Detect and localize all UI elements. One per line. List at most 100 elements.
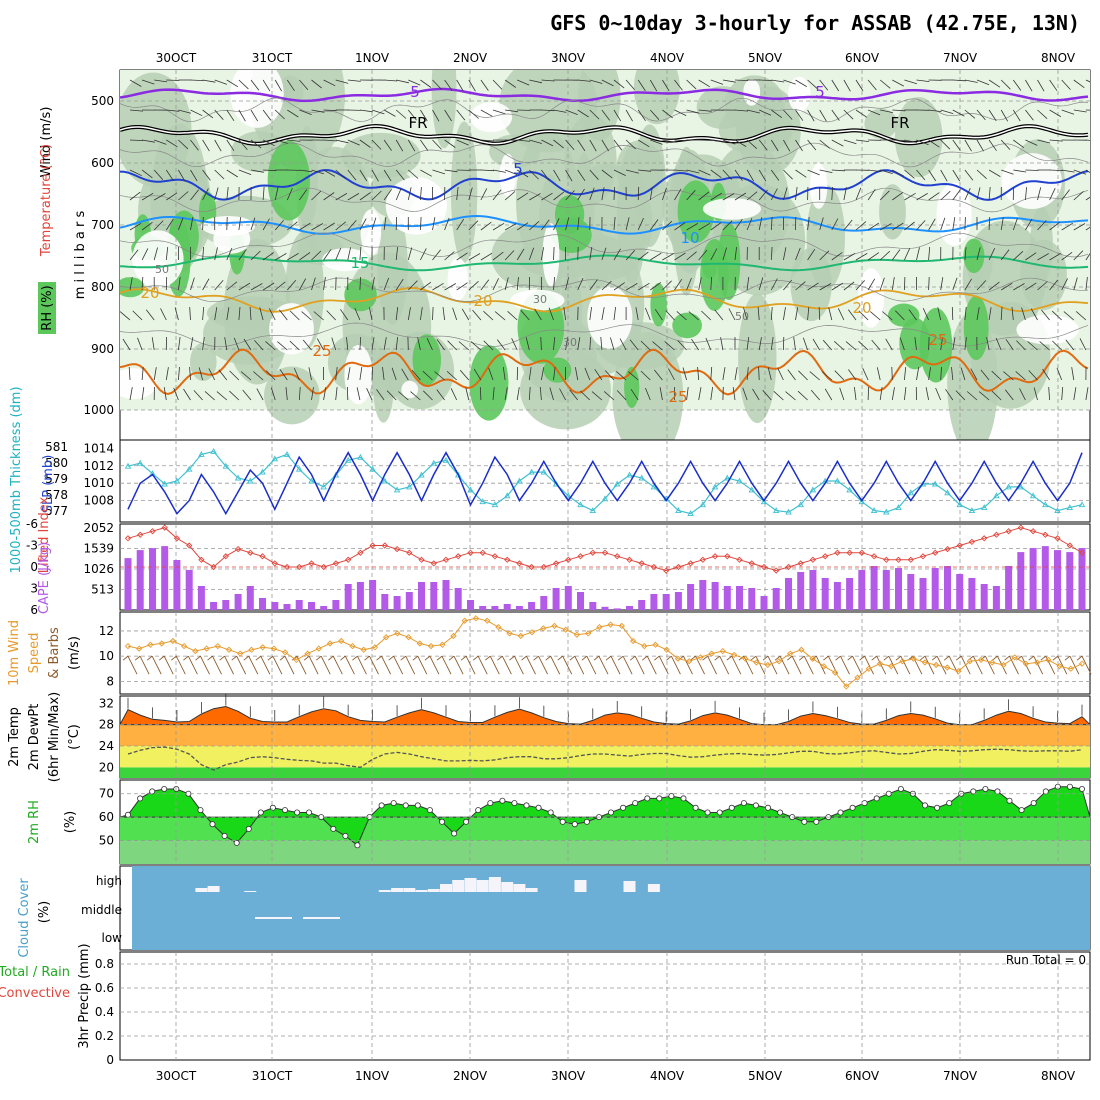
wind10-point xyxy=(225,646,233,653)
top-day-label: 1NOV xyxy=(355,51,390,65)
upper-barb xyxy=(323,139,337,142)
thickness-point xyxy=(381,477,389,484)
upper-barb xyxy=(444,139,456,148)
wind10-barb xyxy=(634,655,645,675)
upper-barb xyxy=(528,367,532,381)
rh2m-point xyxy=(511,800,518,807)
upper-barb xyxy=(432,306,434,321)
upper-barb xyxy=(625,217,630,231)
upper-barb xyxy=(465,387,470,401)
tick-label: 1000 xyxy=(83,403,114,417)
rh-shade-high xyxy=(469,345,509,421)
wind10-barb xyxy=(477,655,488,675)
upper-barb xyxy=(1075,311,1087,321)
upper-barb xyxy=(819,283,832,291)
wind10-barb xyxy=(248,655,259,675)
upper-barb xyxy=(153,193,166,201)
li-point xyxy=(186,542,193,549)
upper-barb xyxy=(686,251,697,261)
wind10-point xyxy=(641,642,648,650)
tick-label: 0.8 xyxy=(95,957,114,971)
wind10-point xyxy=(158,640,165,647)
thickness-point xyxy=(968,507,976,514)
wind10-barb xyxy=(791,655,802,675)
upper-barb xyxy=(1037,220,1047,231)
label-cloud-cover: Cloud Cover xyxy=(17,878,32,958)
top-day-label: 8NOV xyxy=(1041,51,1076,65)
thickness-point xyxy=(332,471,340,478)
upper-barb xyxy=(129,139,144,141)
wind10-barb xyxy=(187,655,198,675)
upper-barb xyxy=(904,79,918,85)
rh-shade-high xyxy=(624,366,640,409)
upper-barb xyxy=(928,109,942,112)
upper-barb xyxy=(1085,196,1090,201)
precip-panel: 0.80.60.40.20 Run Total = 0 xyxy=(95,951,1091,1067)
tick-label: 579 xyxy=(45,472,68,486)
rh-shade-high xyxy=(700,238,729,311)
upper-barb xyxy=(505,109,519,113)
wind10-barb xyxy=(864,655,875,675)
upper-barb xyxy=(880,169,893,174)
rh2m-point xyxy=(801,818,808,825)
label-10m-wind: 10m Wind xyxy=(7,620,22,686)
upper-barb xyxy=(299,222,311,231)
upper-barb xyxy=(577,217,580,231)
cape-bar xyxy=(858,570,866,610)
li-point xyxy=(968,538,976,546)
li-point xyxy=(1066,542,1073,549)
wind10-barb-flag xyxy=(122,655,129,661)
upper-barb xyxy=(480,221,492,231)
upper-barb xyxy=(287,109,299,118)
wind10-barb-flag xyxy=(1076,655,1083,661)
rh-shade-dry xyxy=(401,380,419,399)
upper-barb xyxy=(256,388,264,401)
thickness-point xyxy=(222,462,230,469)
contour-minus5 xyxy=(120,87,1089,103)
upper-barb xyxy=(366,388,373,401)
upper-barb xyxy=(637,139,650,148)
rh2m-point xyxy=(535,804,542,811)
upper-barb xyxy=(202,109,214,119)
thickness-point xyxy=(320,483,327,490)
wind10-barb xyxy=(212,655,222,675)
contour-label: 15 xyxy=(350,254,369,272)
high-cloud-bar xyxy=(476,880,489,892)
wind10-barb-flag xyxy=(158,655,165,661)
rh2m-point xyxy=(970,788,977,795)
thickness-point xyxy=(601,495,609,502)
top-day-label: 31OCT xyxy=(252,51,293,65)
li-point xyxy=(687,560,694,567)
high-cloud-bar xyxy=(244,891,257,892)
upper-barb xyxy=(190,79,204,81)
upper-barb xyxy=(468,139,482,144)
upper-barb xyxy=(1001,169,1014,175)
upper-barb xyxy=(714,309,724,321)
li-point xyxy=(320,563,327,571)
wind10-point xyxy=(304,650,311,657)
upper-barb xyxy=(698,387,702,401)
upper-barb xyxy=(1073,223,1086,231)
wind10-barb-flag xyxy=(943,655,950,661)
upper-barb xyxy=(831,282,844,291)
thickness-point xyxy=(956,501,963,508)
wind10-barb-flag xyxy=(738,655,745,661)
upper-barb xyxy=(1061,386,1064,401)
upper-barb xyxy=(539,386,542,401)
upper-barb xyxy=(270,387,276,401)
contour-label: 50 xyxy=(735,310,749,323)
thickness-point xyxy=(883,508,890,515)
upper-barb xyxy=(1085,277,1088,291)
thickness-point xyxy=(699,501,707,508)
wind10-barb-flag xyxy=(871,655,877,661)
upper-barb xyxy=(686,223,699,231)
thickness-point xyxy=(357,453,364,460)
slp-line xyxy=(127,451,1083,516)
upper-barb xyxy=(383,189,392,201)
rh-swatch xyxy=(38,282,56,334)
wind10-barb-flag xyxy=(340,655,346,661)
upper-barb xyxy=(664,341,675,351)
rh2m-point xyxy=(849,804,856,811)
high-cloud-bar xyxy=(574,880,587,892)
rh-shade-mid xyxy=(616,140,664,199)
